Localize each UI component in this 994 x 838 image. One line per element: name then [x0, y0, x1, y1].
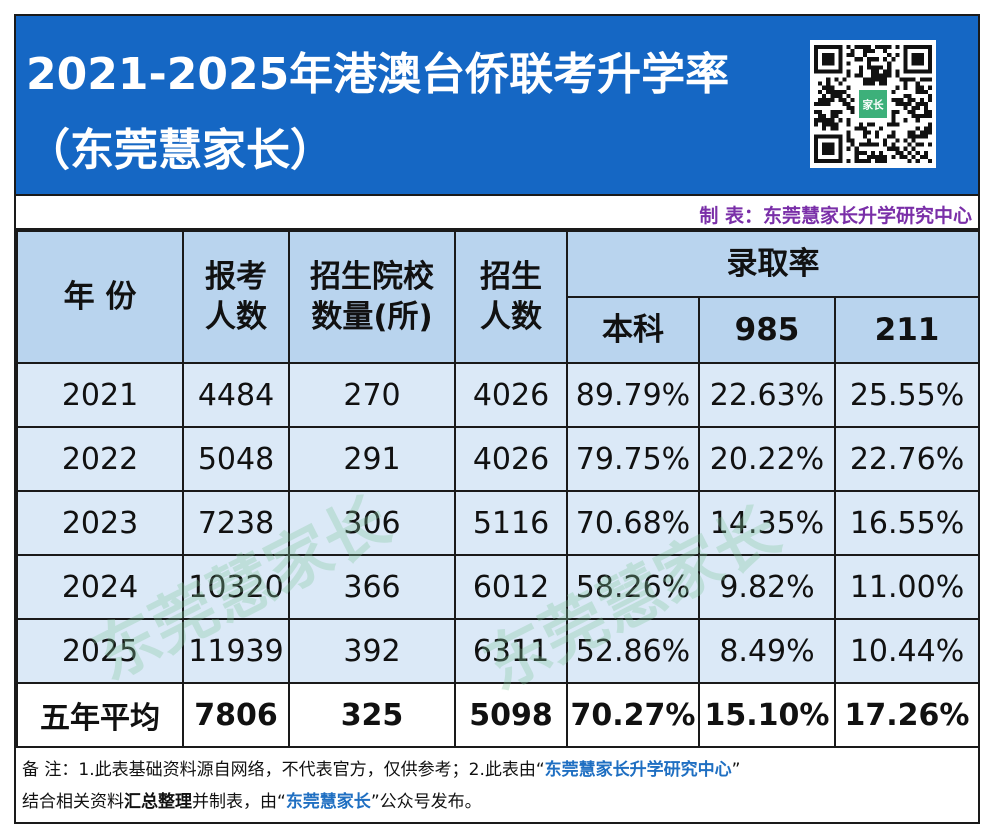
footnote-text: ”公众号发布。 — [370, 792, 482, 812]
header-year: 年 份 — [16, 230, 184, 364]
cell-211-rate: 16.55% — [833, 490, 978, 556]
cell-year: 2023 — [16, 490, 184, 556]
header-enroll: 招生 人数 — [454, 230, 568, 364]
cell-applicants: 7238 — [182, 490, 290, 556]
cell-avg-schools: 325 — [288, 682, 456, 748]
cell-avg-undergrad-rate: 70.27% — [566, 682, 700, 748]
qr-code-icon: 家长 — [814, 45, 932, 163]
header-applicants-line1: 报考 — [205, 258, 267, 295]
cell-average-label: 五年平均 — [16, 682, 184, 748]
cell-undergrad-rate: 58.26% — [566, 554, 700, 620]
table-credit: 制 表：东莞慧家长升学研究中心 — [699, 205, 972, 227]
cell-avg-985-rate: 15.10% — [698, 682, 836, 748]
table-row: 2022 5048 291 4026 79.75% 20.22% 22.76% — [16, 426, 978, 492]
cell-211-rate: 22.76% — [833, 426, 978, 492]
qr-code: 家长 — [810, 40, 936, 168]
header-rate-undergrad: 本科 — [566, 296, 700, 364]
cell-schools: 392 — [288, 618, 456, 684]
cell-avg-211-rate: 17.26% — [833, 682, 978, 748]
average-row: 五年平均 7806 325 5098 70.27% 15.10% 17.26% — [16, 682, 978, 748]
cell-enroll: 6012 — [454, 554, 568, 620]
cell-schools: 291 — [288, 426, 456, 492]
footnote-highlight: 东莞慧家长 — [285, 792, 371, 812]
header-schools-line1: 招生院校 — [310, 258, 434, 295]
cell-year: 2024 — [16, 554, 184, 620]
cell-enroll: 4026 — [454, 426, 568, 492]
cell-enroll: 5116 — [454, 490, 568, 556]
footnote-line1: 备 注：1.此表基础资料源自网络，不代表官方，仅供参考；2.此表由“东莞慧家长升… — [22, 754, 972, 786]
footnote-text: 结合相关资料 — [22, 792, 124, 812]
table-row: 2024 10320 366 6012 58.26% 9.82% 11.00% — [16, 554, 978, 620]
cell-applicants: 10320 — [182, 554, 290, 620]
header-rate-985: 985 — [698, 296, 836, 364]
header-enroll-line1: 招生 — [480, 258, 542, 295]
footnote-bold: 汇总整理 — [124, 792, 192, 812]
cell-applicants: 11939 — [182, 618, 290, 684]
cell-applicants: 5048 — [182, 426, 290, 492]
cell-schools: 366 — [288, 554, 456, 620]
cell-enroll: 6311 — [454, 618, 568, 684]
cell-schools: 306 — [288, 490, 456, 556]
cell-avg-enroll: 5098 — [454, 682, 568, 748]
table-row: 2021 4484 270 4026 89.79% 22.63% 25.55% — [16, 362, 978, 428]
header-schools-line2: 数量(所) — [311, 299, 433, 335]
table-row: 2025 11939 392 6311 52.86% 8.49% 10.44% — [16, 618, 978, 684]
cell-schools: 270 — [288, 362, 456, 428]
cell-undergrad-rate: 79.75% — [566, 426, 700, 492]
table-row: 2023 7238 306 5116 70.68% 14.35% 16.55% — [16, 490, 978, 556]
cell-year: 2022 — [16, 426, 184, 492]
header-applicants-line2: 人数 — [205, 299, 267, 335]
page-subtitle: （东莞慧家长） — [26, 125, 334, 176]
header-schools: 招生院校 数量(所) — [288, 230, 456, 364]
header-applicants: 报考 人数 — [182, 230, 290, 364]
cell-undergrad-rate: 52.86% — [566, 618, 700, 684]
cell-985-rate: 9.82% — [698, 554, 836, 620]
cell-211-rate: 25.55% — [833, 362, 978, 428]
page-title: 2021-2025年港澳台侨联考升学率 — [26, 49, 730, 100]
cell-985-rate: 22.63% — [698, 362, 836, 428]
header-rate-211: 211 — [833, 296, 978, 364]
cell-985-rate: 14.35% — [698, 490, 836, 556]
footnote-highlight: 东莞慧家长升学研究中心 — [544, 760, 732, 780]
footnote-text: 并制表，由“ — [192, 792, 286, 812]
data-table-card: 2021-2025年港澳台侨联考升学率 （东莞慧家长） 家长 制 表：东莞慧家长… — [14, 14, 980, 824]
cell-985-rate: 20.22% — [698, 426, 836, 492]
header-enroll-line2: 人数 — [480, 299, 542, 335]
title-banner: 2021-2025年港澳台侨联考升学率 （东莞慧家长） 家长 — [16, 16, 978, 194]
cell-year: 2021 — [16, 362, 184, 428]
cell-avg-applicants: 7806 — [182, 682, 290, 748]
footnote: 备 注：1.此表基础资料源自网络，不代表官方，仅供参考；2.此表由“东莞慧家长升… — [16, 746, 978, 822]
header-rate-group: 录取率 — [565, 230, 978, 298]
cell-enroll: 4026 — [454, 362, 568, 428]
footnote-text: 备 注：1.此表基础资料源自网络，不代表官方，仅供参考；2.此表由“ — [22, 760, 545, 780]
footnote-text: ” — [731, 760, 741, 780]
cell-applicants: 4484 — [182, 362, 290, 428]
qr-logo-label: 家长 — [862, 98, 884, 111]
cell-year: 2025 — [16, 618, 184, 684]
cell-211-rate: 11.00% — [833, 554, 978, 620]
footnote-line2: 结合相关资料汇总整理并制表，由“东莞慧家长”公众号发布。 — [22, 786, 972, 818]
admission-rate-table: 年 份 报考 人数 招生院校 数量(所) 招生 人数 录取率 本科 985 21 — [16, 230, 978, 748]
credit-row: 制 表：东莞慧家长升学研究中心 — [16, 194, 978, 230]
cell-undergrad-rate: 70.68% — [566, 490, 700, 556]
cell-211-rate: 10.44% — [833, 618, 978, 684]
cell-985-rate: 8.49% — [698, 618, 836, 684]
cell-undergrad-rate: 89.79% — [566, 362, 700, 428]
